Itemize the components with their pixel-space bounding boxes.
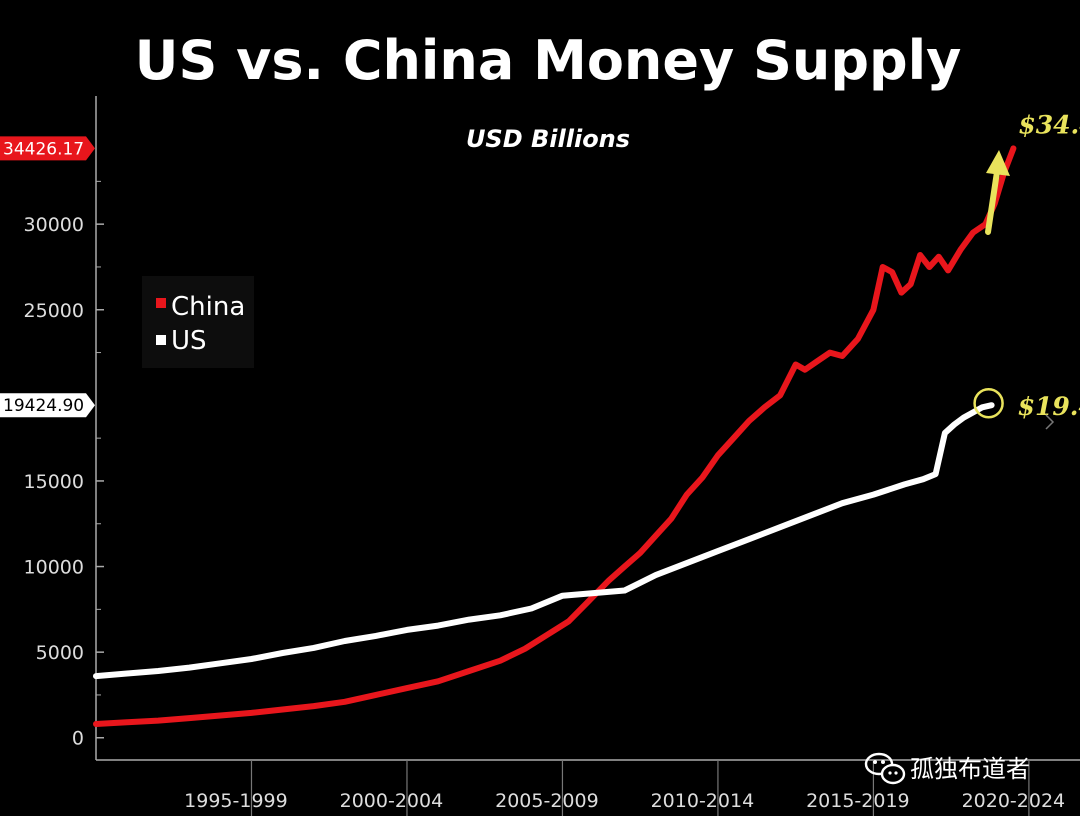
legend-label-china: China xyxy=(171,292,245,322)
x-tick-label: 2000-2004 xyxy=(340,790,444,812)
y-tick-label: 5000 xyxy=(36,642,84,664)
flag-label: 19424.90 xyxy=(3,396,84,416)
x-axis-ticks: 1995-1999 2000-2004 2005-2009 2010-2014 2015… xyxy=(184,760,1065,816)
y-tick-label: 0 xyxy=(72,728,84,750)
arrow-head xyxy=(986,150,1010,176)
axes xyxy=(95,96,1080,761)
wechat-icon xyxy=(864,752,906,785)
watermark-text: 孤独布道者 xyxy=(910,755,1030,783)
x-tick-label: 2015-2019 xyxy=(806,790,910,812)
series-line-china xyxy=(93,145,1017,727)
x-tick-label: 2020-2024 xyxy=(962,790,1066,812)
annotations: $34.4T $19.4T xyxy=(973,110,1080,430)
legend-swatch-china xyxy=(156,298,166,308)
y-tick-label: 25000 xyxy=(24,300,84,322)
annotation-china-total: $34.4T xyxy=(1018,110,1080,139)
legend-box xyxy=(142,276,254,368)
x-tick-label: 1995-1999 xyxy=(184,790,288,812)
y-tick-label: 10000 xyxy=(24,557,84,579)
x-tick-label: 2010-2014 xyxy=(651,790,755,812)
series-line-us xyxy=(93,402,995,680)
y-tick-label: 15000 xyxy=(24,471,84,493)
annotation-up-arrow-icon xyxy=(985,150,1010,235)
series-lines xyxy=(93,145,1017,727)
annotation-us-total: $19.4T xyxy=(1018,392,1080,421)
last-value-flags: 34426.17 19424.90 xyxy=(0,136,95,418)
chevron-right-icon xyxy=(1045,414,1055,430)
watermark: 孤独布道者 xyxy=(864,752,1030,785)
y-tick-label: 30000 xyxy=(24,214,84,236)
flag-shape xyxy=(0,136,95,161)
chart-title: US vs. China Money Supply xyxy=(135,29,962,92)
arrow-shaft xyxy=(985,169,1000,235)
last-value-flag-china: 34426.17 xyxy=(0,136,95,161)
annotation-us-circle xyxy=(973,387,1004,419)
flag-label: 34426.17 xyxy=(3,139,84,159)
last-value-flag-us: 19424.90 xyxy=(0,393,95,418)
flag-shape xyxy=(0,393,95,418)
x-tick-label: 2005-2009 xyxy=(495,790,599,812)
legend: China US xyxy=(142,276,254,368)
chart-subtitle: USD Billions xyxy=(466,125,630,153)
legend-swatch-us xyxy=(156,335,166,345)
legend-label-us: US xyxy=(171,326,207,356)
y-axis-ticks: 0 5000 10000 15000 25000 30000 xyxy=(24,180,104,750)
